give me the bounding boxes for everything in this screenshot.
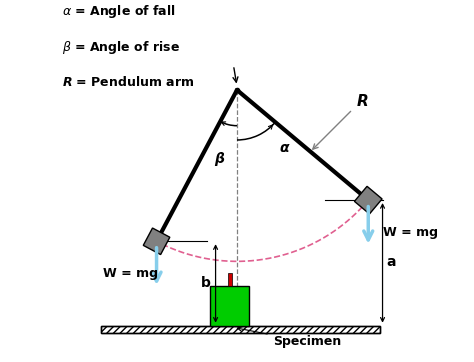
- Text: b: b: [201, 276, 211, 290]
- Text: W = mg: W = mg: [383, 226, 438, 239]
- Text: a: a: [387, 256, 396, 269]
- Bar: [101, 325, 380, 333]
- Text: R: R: [356, 94, 368, 109]
- Bar: [210, 286, 249, 325]
- Bar: [228, 273, 232, 286]
- Text: W = mg: W = mg: [103, 267, 158, 280]
- Text: $\alpha$ = Angle of fall: $\alpha$ = Angle of fall: [62, 3, 176, 20]
- Text: $\bfit{R}$ = Pendulum arm: $\bfit{R}$ = Pendulum arm: [62, 75, 194, 89]
- Text: Specimen: Specimen: [237, 327, 341, 348]
- Polygon shape: [355, 186, 382, 214]
- Bar: [101, 325, 380, 333]
- Polygon shape: [143, 228, 170, 254]
- Text: β: β: [214, 152, 224, 166]
- Text: α: α: [280, 142, 289, 155]
- Text: $\beta$ = Angle of rise: $\beta$ = Angle of rise: [62, 39, 180, 56]
